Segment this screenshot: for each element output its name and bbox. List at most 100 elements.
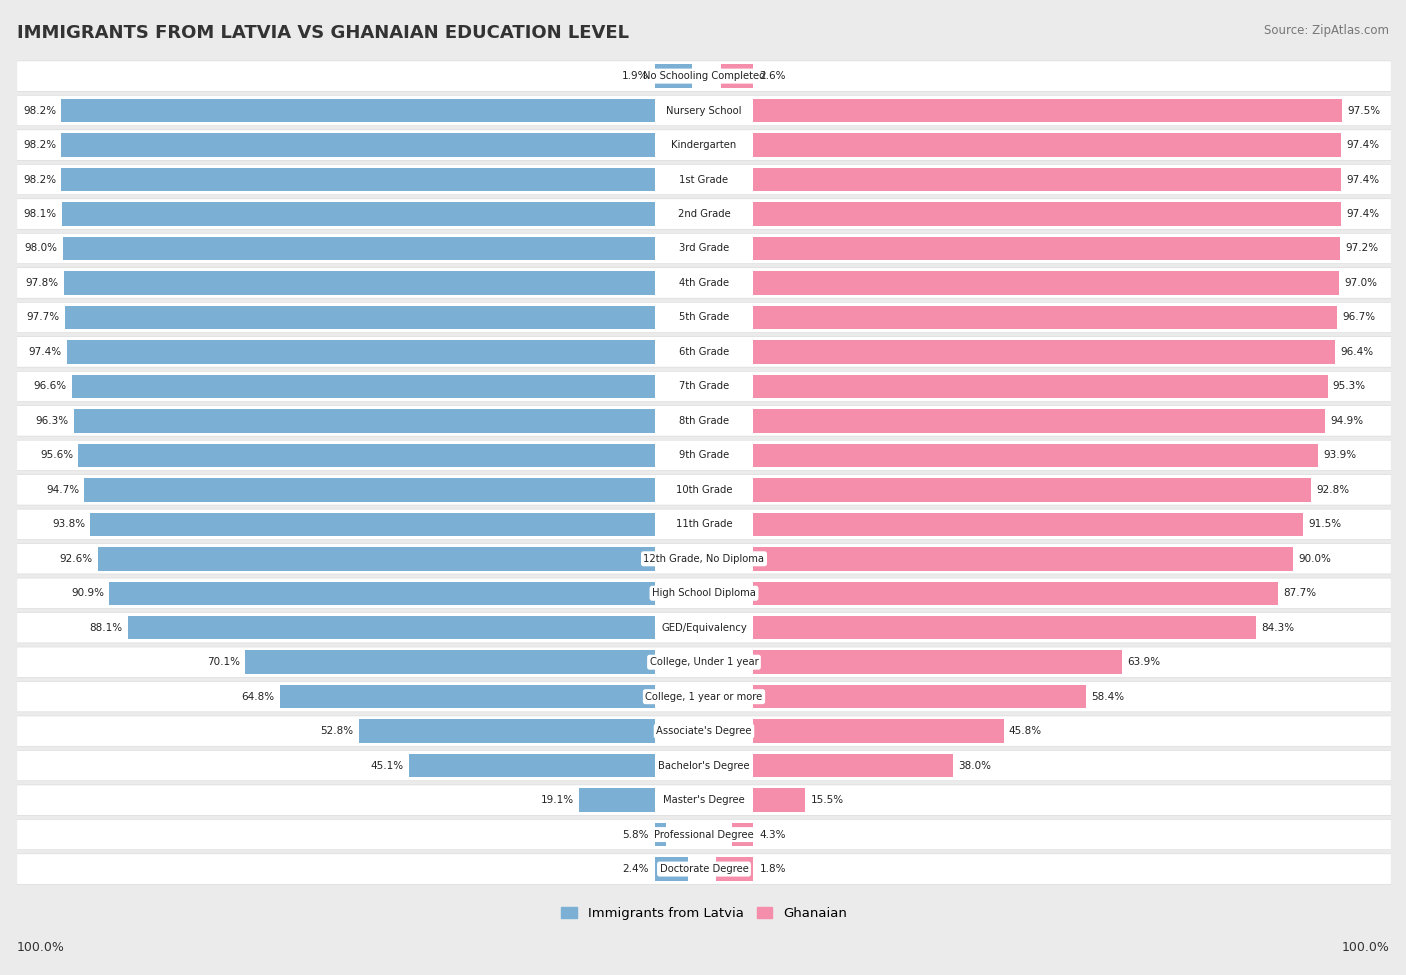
Text: 97.5%: 97.5%	[1347, 105, 1381, 116]
Text: 6th Grade: 6th Grade	[679, 347, 730, 357]
Bar	[754, 513, 1303, 536]
Text: 7th Grade: 7th Grade	[679, 381, 730, 391]
Text: IMMIGRANTS FROM LATVIA VS GHANAIAN EDUCATION LEVEL: IMMIGRANTS FROM LATVIA VS GHANAIAN EDUCA…	[17, 24, 628, 42]
Text: Professional Degree: Professional Degree	[654, 830, 754, 839]
Text: 97.8%: 97.8%	[25, 278, 59, 288]
Text: 19.1%: 19.1%	[541, 796, 574, 805]
Text: 38.0%: 38.0%	[957, 760, 991, 770]
Text: 70.1%: 70.1%	[207, 657, 240, 667]
Text: No Schooling Completed: No Schooling Completed	[643, 71, 765, 81]
Text: Source: ZipAtlas.com: Source: ZipAtlas.com	[1264, 24, 1389, 37]
Bar	[754, 650, 1122, 674]
Text: 98.0%: 98.0%	[24, 244, 58, 254]
FancyBboxPatch shape	[17, 130, 1391, 160]
Text: 96.6%: 96.6%	[34, 381, 66, 391]
Bar	[65, 271, 655, 294]
FancyBboxPatch shape	[17, 578, 1391, 608]
Text: 97.4%: 97.4%	[1347, 140, 1379, 150]
Text: 95.3%: 95.3%	[1333, 381, 1365, 391]
Bar	[754, 685, 1085, 709]
Bar	[359, 720, 655, 743]
Text: 98.2%: 98.2%	[22, 175, 56, 184]
Bar	[280, 685, 655, 709]
FancyBboxPatch shape	[17, 302, 1391, 332]
Bar	[754, 340, 1334, 364]
FancyBboxPatch shape	[17, 440, 1391, 471]
Bar	[579, 789, 655, 812]
Text: 2.4%: 2.4%	[621, 864, 648, 874]
FancyBboxPatch shape	[17, 233, 1391, 263]
Text: 4.3%: 4.3%	[759, 830, 786, 839]
FancyBboxPatch shape	[17, 854, 1391, 884]
Text: 9th Grade: 9th Grade	[679, 450, 730, 460]
Text: 2nd Grade: 2nd Grade	[678, 209, 730, 219]
Text: 5th Grade: 5th Grade	[679, 312, 730, 323]
Text: 52.8%: 52.8%	[321, 726, 353, 736]
Text: 97.4%: 97.4%	[28, 347, 62, 357]
Text: 10th Grade: 10th Grade	[676, 485, 733, 495]
Text: 45.1%: 45.1%	[371, 760, 404, 770]
Bar	[754, 306, 1337, 330]
Bar	[72, 374, 655, 398]
FancyBboxPatch shape	[17, 785, 1391, 815]
Text: 96.3%: 96.3%	[35, 416, 69, 426]
FancyBboxPatch shape	[17, 612, 1391, 643]
Text: Master's Degree: Master's Degree	[664, 796, 745, 805]
Bar	[754, 98, 1341, 122]
Text: High School Diploma: High School Diploma	[652, 588, 756, 599]
Text: College, 1 year or more: College, 1 year or more	[645, 691, 762, 702]
Text: 97.7%: 97.7%	[27, 312, 59, 323]
FancyBboxPatch shape	[17, 682, 1391, 712]
Text: 95.6%: 95.6%	[41, 450, 73, 460]
Bar	[655, 823, 666, 846]
Bar	[79, 444, 655, 467]
Text: 90.0%: 90.0%	[1298, 554, 1331, 564]
FancyBboxPatch shape	[17, 544, 1391, 574]
Text: 1.9%: 1.9%	[621, 71, 648, 81]
Bar	[62, 98, 655, 122]
Bar	[62, 168, 655, 191]
Bar	[754, 237, 1340, 260]
Bar	[754, 134, 1341, 157]
Bar	[754, 720, 1004, 743]
Text: 100.0%: 100.0%	[1341, 941, 1389, 954]
Bar	[245, 650, 655, 674]
FancyBboxPatch shape	[17, 819, 1391, 850]
Text: 8th Grade: 8th Grade	[679, 416, 730, 426]
Text: 1.8%: 1.8%	[759, 864, 786, 874]
Bar	[754, 789, 806, 812]
Text: 94.7%: 94.7%	[46, 485, 79, 495]
Text: 96.4%: 96.4%	[1340, 347, 1374, 357]
Text: 2.6%: 2.6%	[759, 71, 786, 81]
Text: 3rd Grade: 3rd Grade	[679, 244, 730, 254]
Bar	[754, 616, 1256, 640]
Text: 5.8%: 5.8%	[621, 830, 648, 839]
Text: 97.0%: 97.0%	[1344, 278, 1376, 288]
Bar	[721, 64, 754, 88]
Text: 100.0%: 100.0%	[17, 941, 65, 954]
Text: 92.8%: 92.8%	[1316, 485, 1350, 495]
FancyBboxPatch shape	[17, 371, 1391, 402]
Text: 15.5%: 15.5%	[811, 796, 844, 805]
Text: 1st Grade: 1st Grade	[679, 175, 728, 184]
Bar	[65, 306, 655, 330]
FancyBboxPatch shape	[17, 406, 1391, 436]
Bar	[754, 547, 1294, 570]
Bar	[66, 340, 655, 364]
Text: 98.2%: 98.2%	[22, 140, 56, 150]
Bar	[409, 754, 655, 777]
Text: 97.4%: 97.4%	[1347, 175, 1379, 184]
Text: 45.8%: 45.8%	[1010, 726, 1042, 736]
Text: 87.7%: 87.7%	[1284, 588, 1316, 599]
Bar	[754, 478, 1312, 501]
Text: 12th Grade, No Diploma: 12th Grade, No Diploma	[644, 554, 765, 564]
Text: 11th Grade: 11th Grade	[676, 520, 733, 529]
Text: 64.8%: 64.8%	[242, 691, 274, 702]
FancyBboxPatch shape	[17, 336, 1391, 368]
FancyBboxPatch shape	[17, 751, 1391, 781]
Bar	[754, 202, 1341, 226]
Bar	[128, 616, 655, 640]
Bar	[655, 64, 692, 88]
Text: 63.9%: 63.9%	[1128, 657, 1160, 667]
Bar	[754, 374, 1327, 398]
